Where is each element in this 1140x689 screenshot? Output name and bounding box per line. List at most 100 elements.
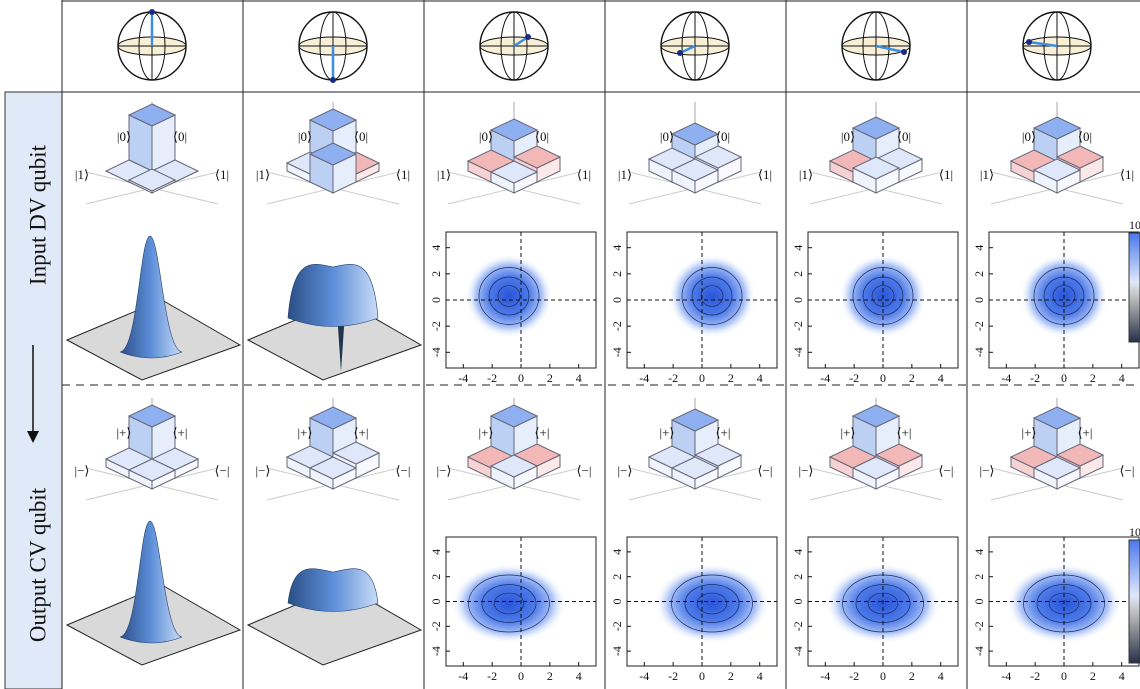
ket-label: ⟨+| (534, 425, 549, 440)
ket-label: ⟨−| (1119, 463, 1134, 478)
wigner-contour (700, 285, 724, 307)
x-tick-label: 2 (1090, 669, 1096, 683)
ket-label: |−⟩ (255, 463, 270, 478)
ket-label: ⟨+| (1077, 425, 1092, 440)
ket-label: ⟨−| (576, 463, 591, 478)
ket-label: ⟨0| (1078, 129, 1092, 144)
ket-label: ⟨1| (396, 167, 410, 182)
x-tick-label: 4 (1119, 371, 1125, 385)
y-tick-label: -4 (610, 646, 624, 656)
x-tick-label: -4 (1001, 669, 1011, 683)
y-tick-label: 2 (972, 574, 986, 580)
y-tick-label: -4 (429, 646, 443, 656)
y-tick-label: 2 (791, 574, 805, 580)
ket-label: |0⟩ (298, 129, 312, 144)
bar-top-face (1032, 116, 1082, 140)
ket-label: ⟨1| (939, 167, 953, 182)
bloch-point (330, 77, 336, 83)
x-tick-label: 4 (938, 371, 944, 385)
wigner-contour (493, 592, 525, 615)
x-tick-label: 0 (699, 371, 705, 385)
y-tick-label: -2 (610, 621, 624, 631)
y-tick-label: 2 (972, 271, 986, 277)
bloch-point (525, 34, 531, 40)
x-tick-label: 0 (1061, 371, 1067, 385)
bloch-point (1026, 39, 1032, 45)
y-tick-label: -2 (429, 621, 443, 631)
ket-label: ⟨1| (1120, 167, 1134, 182)
bar-top-face (308, 142, 358, 166)
x-tick-label: -4 (458, 669, 468, 683)
y-tick-label: -2 (791, 321, 805, 331)
x-tick-label: 4 (757, 669, 763, 683)
bar-top-face (851, 156, 901, 180)
ket-label: |0⟩ (841, 129, 855, 144)
x-tick-label: 4 (1119, 669, 1125, 683)
x-tick-label: -2 (487, 371, 497, 385)
bar-top-face (851, 456, 901, 480)
y-tick-label: 2 (429, 574, 443, 580)
wigner-density (668, 254, 756, 338)
bar-top-face (851, 404, 901, 428)
wigner-contour (691, 276, 733, 316)
bar-top-face (670, 408, 720, 432)
ket-label: |1⟩ (437, 167, 451, 182)
x-tick-label: -2 (1030, 371, 1040, 385)
bar-top-face (127, 103, 177, 127)
bar-top-face (670, 122, 720, 146)
bar-top-face (670, 158, 720, 182)
ket-label: ⟨1| (758, 167, 772, 182)
x-tick-label: 2 (547, 669, 553, 683)
x-tick-label: 0 (699, 669, 705, 683)
y-tick-label: 2 (610, 574, 624, 580)
ket-label: ⟨+| (353, 425, 368, 440)
ket-label: |−⟩ (436, 463, 451, 478)
y-tick-label: -4 (972, 347, 986, 357)
y-tick-label: -4 (972, 646, 986, 656)
x-tick-label: 4 (576, 669, 582, 683)
ket-label: ⟨−| (395, 463, 410, 478)
wigner-contour (481, 584, 537, 623)
y-tick-label: -4 (791, 347, 805, 357)
y-tick-label: 0 (791, 599, 805, 605)
x-tick-label: -2 (849, 669, 859, 683)
y-tick-label: -2 (972, 621, 986, 631)
bar-top-face (489, 160, 539, 184)
x-tick-label: 2 (909, 669, 915, 683)
bar-top-face (693, 443, 743, 467)
ket-label: ⟨−| (214, 463, 229, 478)
wigner-density (465, 254, 553, 338)
ket-label: |1⟩ (618, 167, 632, 182)
x-tick-label: 2 (909, 371, 915, 385)
bar-top-face (670, 456, 720, 480)
wigner-contour (1052, 285, 1076, 307)
colorbar-label: 10 (1129, 525, 1140, 539)
x-tick-label: -2 (668, 669, 678, 683)
bar-top-face (512, 145, 562, 169)
bar-top-face (127, 458, 177, 482)
bar-top-face (1055, 145, 1105, 169)
wigner-contour (684, 584, 740, 623)
bloch-point (901, 49, 907, 55)
x-tick-label: 4 (576, 371, 582, 385)
ket-label: |0⟩ (660, 129, 674, 144)
y-tick-label: -2 (429, 321, 443, 331)
ket-label: |+⟩ (1021, 425, 1036, 440)
ket-label: |0⟩ (479, 129, 493, 144)
bar-top-face (489, 118, 539, 142)
ket-label: |+⟩ (659, 425, 674, 440)
bloch-vector (1028, 40, 1058, 48)
bar-top-face (693, 145, 743, 169)
ket-label: ⟨0| (173, 129, 187, 144)
wigner-contour (681, 267, 743, 325)
x-tick-label: 2 (728, 669, 734, 683)
ket-label: ⟨0| (535, 129, 549, 144)
y-tick-label: 4 (791, 245, 805, 251)
ket-label: |+⟩ (478, 425, 493, 440)
ket-label: |0⟩ (117, 129, 131, 144)
ket-label: |1⟩ (980, 167, 994, 182)
bar-top-face (851, 116, 901, 140)
ket-label: ⟨0| (897, 129, 911, 144)
bar-top-face (1055, 443, 1105, 467)
